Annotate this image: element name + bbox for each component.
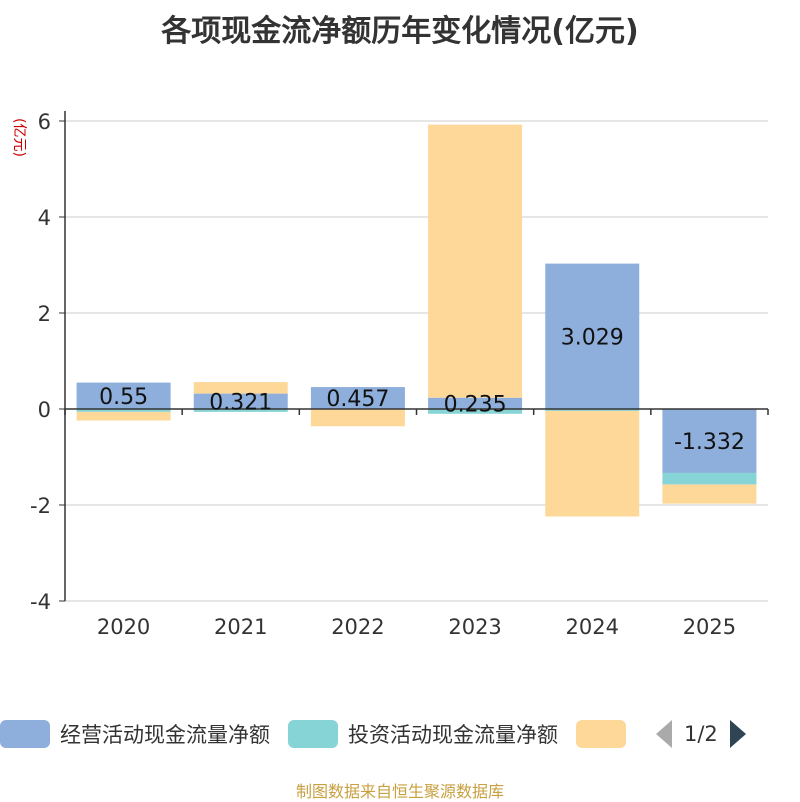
x-tick-label: 2022	[331, 615, 384, 639]
data-label-2021: 0.321	[209, 390, 272, 415]
bar-2020-series-1	[76, 382, 171, 409]
bar-2021-series-3	[193, 382, 288, 394]
y-tick-label: -2	[30, 494, 51, 518]
chart-title: 各项现金流净额历年变化情况(亿元)	[161, 14, 639, 49]
bar-2025-series-1	[662, 409, 757, 473]
bar-2020-series-2	[76, 409, 171, 412]
legend-item-operating[interactable]: 经营活动现金流量净额	[0, 719, 270, 749]
x-tick-label: 2023	[448, 615, 501, 639]
bar-2025-series-3	[662, 484, 757, 504]
x-tick-label: 2024	[566, 615, 619, 639]
x-tick-label: 2020	[97, 615, 150, 639]
bar-2025-series-2	[662, 472, 757, 485]
y-tick-label: 0	[38, 398, 51, 422]
bar-2023-series-1	[428, 397, 523, 409]
data-label-2020: 0.55	[99, 385, 148, 410]
y-tick-label: 4	[38, 206, 51, 230]
bar-2023-series-2	[428, 409, 523, 414]
bar-2020-series-3	[76, 411, 171, 421]
data-label-2023: 0.235	[444, 392, 507, 417]
y-tick-label: 6	[38, 110, 51, 134]
bar-2024-series-2	[545, 409, 640, 411]
data-label-2024: 3.029	[561, 325, 624, 350]
data-label-2025: -1.332	[674, 430, 745, 455]
y-tick-label: 2	[38, 302, 51, 326]
bar-2021-series-1	[193, 393, 288, 409]
legend-swatch-investing	[288, 720, 338, 748]
x-tick-label: 2021	[214, 615, 267, 639]
legend-prev-icon[interactable]	[656, 720, 672, 748]
legend: 经营活动现金流量净额 投资活动现金流量净额 1/2	[0, 716, 746, 752]
legend-next-icon[interactable]	[729, 720, 746, 748]
data-source: 制图数据来自恒生聚源数据库	[295, 782, 504, 801]
legend-label-investing: 投资活动现金流量净额	[348, 723, 558, 747]
data-label-2022: 0.457	[326, 387, 389, 412]
legend-page-indicator: 1/2	[684, 722, 718, 746]
legend-swatch-operating	[0, 720, 50, 748]
bar-2024-series-1	[545, 263, 640, 409]
legend-label-operating: 经营活动现金流量净额	[60, 723, 270, 747]
bar-2022-series-1	[310, 387, 405, 409]
cash-flow-chart: -4 -2 0 2 4 6 0.55 0.321 0.457 0.235 3.029 -1.332 20…	[30, 110, 769, 639]
legend-swatch-third	[576, 720, 626, 748]
bar-2022-series-3	[310, 409, 405, 427]
y-tick-label: -4	[30, 590, 51, 614]
bar-2023-series-3	[428, 124, 523, 398]
bar-2021-series-2	[193, 409, 288, 412]
legend-item-investing[interactable]: 投资活动现金流量净额	[288, 719, 558, 749]
legend-pager: 1/2	[656, 720, 746, 748]
x-tick-label: 2025	[683, 615, 736, 639]
legend-item-third[interactable]	[576, 720, 636, 748]
bar-2024-series-3	[545, 410, 640, 517]
